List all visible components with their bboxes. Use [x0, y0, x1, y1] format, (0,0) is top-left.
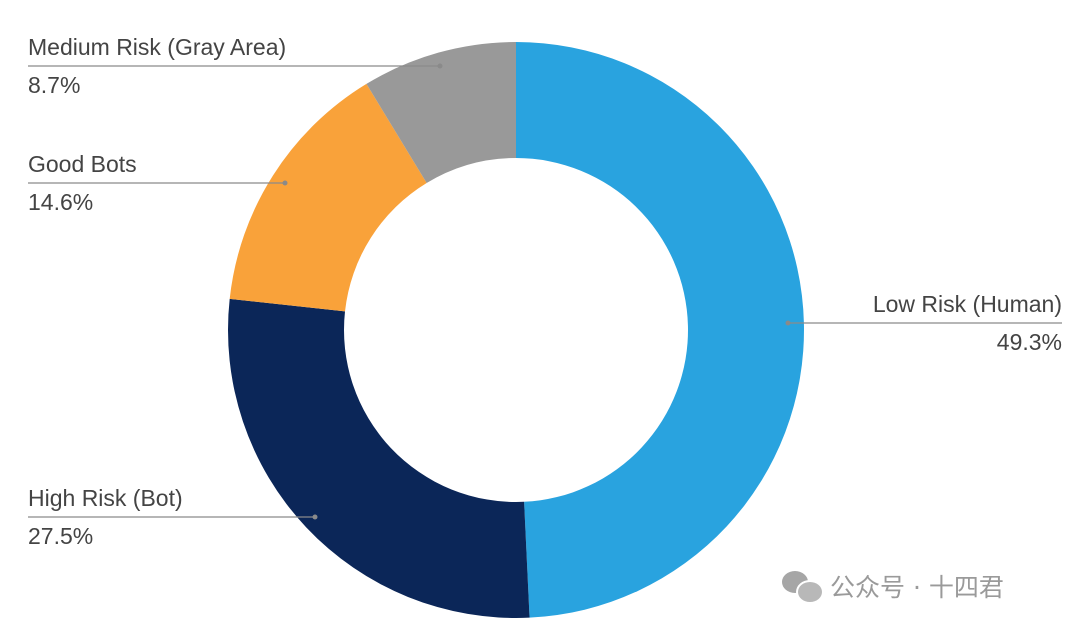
slice-low-risk-human [516, 42, 804, 618]
leader-dot [437, 63, 443, 69]
slice-value-label: 49.3% [997, 329, 1062, 355]
watermark: 公众号 · 十四君 [782, 568, 1004, 604]
leader-dot [282, 180, 288, 186]
slice-value-label: 27.5% [28, 523, 93, 549]
slice-good-bots [229, 83, 427, 312]
watermark-text: 公众号 · 十四君 [830, 573, 1004, 602]
leader-dot [312, 514, 318, 520]
slice-high-risk-bot [228, 298, 530, 618]
slice-value-label: 8.7% [28, 72, 80, 98]
slice-label: Medium Risk (Gray Area) [28, 34, 286, 60]
slice-value-label: 14.6% [28, 189, 93, 215]
slice-medium-risk-gray-area [366, 42, 516, 184]
slice-label: Low Risk (Human) [873, 291, 1062, 317]
leader-dot [785, 320, 791, 326]
slice-label: Good Bots [28, 151, 137, 177]
wechat-icon [782, 571, 824, 604]
slice-label: High Risk (Bot) [28, 485, 183, 511]
